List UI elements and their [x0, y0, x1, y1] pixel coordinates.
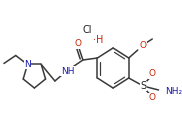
Text: NH₂: NH₂ [165, 86, 182, 96]
Text: S: S [140, 81, 146, 91]
Text: ·H: ·H [93, 35, 104, 45]
Text: Cl: Cl [83, 25, 92, 35]
Text: N: N [24, 60, 31, 69]
Text: O: O [149, 70, 156, 78]
Text: NH: NH [61, 66, 74, 76]
Text: O: O [149, 94, 156, 102]
Text: O: O [74, 40, 81, 48]
Text: O: O [140, 40, 147, 50]
